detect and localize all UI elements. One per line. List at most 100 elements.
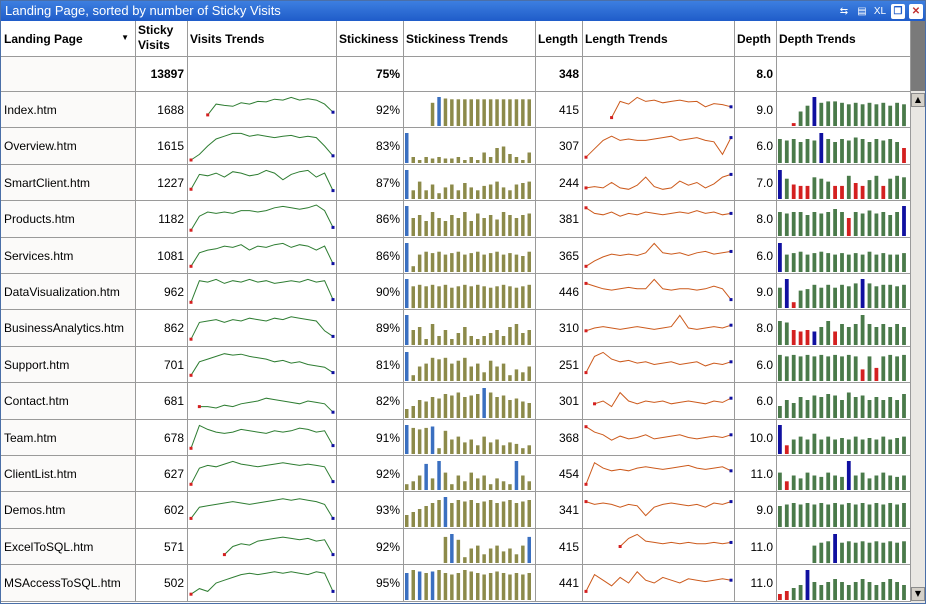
sparkline-series <box>585 461 732 485</box>
sparkbar <box>867 356 872 381</box>
sparkbar <box>826 181 831 199</box>
sparkline-start-point <box>618 545 622 548</box>
sparkbar <box>508 548 512 563</box>
sparkline-series <box>585 207 732 217</box>
scroll-up-button[interactable]: ▲ <box>911 93 925 107</box>
visits-sparkline <box>189 460 335 486</box>
sparkbar <box>417 327 422 345</box>
landing-page-cell[interactable]: Support.htm <box>1 347 136 383</box>
sparkline-end-point <box>331 298 335 302</box>
sparkbar <box>514 369 519 381</box>
sparkbar <box>840 582 844 600</box>
landing-page-cell[interactable]: Contact.htm <box>1 383 136 420</box>
sparkbar <box>508 286 512 309</box>
sparkbar <box>881 284 886 308</box>
sparkbar <box>840 185 844 199</box>
sparkbar <box>867 102 872 126</box>
sparkbar <box>476 251 480 272</box>
sparkbar <box>456 99 461 126</box>
sparkbar <box>902 327 906 345</box>
sparkbar <box>895 542 899 563</box>
header-scroll-thumb[interactable] <box>911 21 925 91</box>
sparkbar <box>805 472 810 490</box>
sparkbar <box>527 330 531 345</box>
landing-page-cell[interactable]: BusinessAnalytics.htm <box>1 310 136 347</box>
scroll-down-button[interactable]: ▼ <box>911 587 925 601</box>
length-value: 381 <box>558 212 579 226</box>
column-header-stickiness[interactable]: Stickiness <box>337 21 404 57</box>
stickiness-trend-cell <box>404 165 536 201</box>
sparkbar <box>527 152 531 163</box>
column-header-length[interactable]: Length <box>536 21 583 57</box>
landing-page-name: BusinessAnalytics.htm <box>4 321 125 335</box>
sparkbar <box>867 582 872 600</box>
length-trend-cell <box>583 492 735 529</box>
landing-page-cell[interactable]: Services.htm <box>1 238 136 274</box>
column-header-sticky-visits[interactable]: Sticky Visits <box>136 21 188 57</box>
sparkbar <box>501 551 506 563</box>
sparkbar <box>463 397 467 418</box>
landing-page-cell[interactable]: Index.htm <box>1 92 136 128</box>
sparkline-start-point <box>584 281 588 285</box>
restore-button[interactable]: ❐ <box>891 3 905 19</box>
close-button[interactable]: ✕ <box>909 3 923 19</box>
sparkbar <box>778 594 782 600</box>
sticky-visits-cell: 1081 <box>136 238 188 274</box>
landing-page-cell[interactable]: ClientList.htm <box>1 456 136 492</box>
column-header-landing-page[interactable]: Landing Page ▼ <box>1 21 136 57</box>
sparkbar <box>881 102 886 126</box>
sparkbar <box>514 443 519 454</box>
sparkline-end-point <box>729 249 733 253</box>
sparkline-series <box>224 536 334 555</box>
sparkbar <box>508 253 512 272</box>
column-header-stickiness-trends[interactable]: Stickiness Trends <box>404 21 536 57</box>
sparkbar <box>527 181 531 199</box>
pivot-icon[interactable]: ⇆ <box>839 5 849 17</box>
column-header-visits-trends[interactable]: Visits Trends <box>188 21 337 57</box>
column-header-depth-trends[interactable]: Depth Trends <box>777 21 911 57</box>
sparkbar <box>819 503 824 527</box>
sparkbar <box>424 427 428 454</box>
excel-export-button[interactable]: XL <box>873 5 887 17</box>
depth-value: 11.0 <box>750 467 773 481</box>
landing-page-cell[interactable]: Demos.htm <box>1 492 136 529</box>
landing-page-cell[interactable]: Team.htm <box>1 420 136 456</box>
sparkbar <box>881 542 886 563</box>
sparkbar <box>476 339 480 345</box>
vertical-scrollbar[interactable]: ▲ ▼ <box>911 21 925 603</box>
sparkbar <box>443 357 448 381</box>
stickiness-cell: 82% <box>337 383 404 420</box>
sparkbar <box>514 99 519 126</box>
landing-page-cell[interactable]: MSAccessToSQL.htm <box>1 565 136 602</box>
length-trend-cell <box>583 128 735 165</box>
sparkbar <box>840 139 844 163</box>
landing-page-cell[interactable]: ExcelToSQL.htm <box>1 529 136 565</box>
column-header-length-trends[interactable]: Length Trends <box>583 21 735 57</box>
sparkline-start-point <box>189 228 193 232</box>
depth-sparkbars <box>778 170 906 200</box>
depth-sparkbars <box>778 461 906 490</box>
depth-cell: 9.0 <box>735 274 777 310</box>
depth-value: 9.0 <box>756 103 773 117</box>
sparkbar <box>888 139 893 163</box>
sparkbar <box>437 286 441 309</box>
landing-page-cell[interactable]: DataVisualization.htm <box>1 274 136 310</box>
sort-dropdown-icon[interactable]: ▼ <box>121 33 129 42</box>
length-cell: 301 <box>536 383 583 420</box>
sparkbar <box>874 541 879 564</box>
landing-page-cell[interactable]: Overview.htm <box>1 128 136 165</box>
sparkbar <box>463 442 467 454</box>
depth-cell: 8.0 <box>735 201 777 238</box>
landing-page-cell[interactable]: Products.htm <box>1 201 136 238</box>
depth-trend-cell <box>777 383 911 420</box>
sparkbar <box>488 360 493 381</box>
landing-page-cell[interactable]: SmartClient.htm <box>1 165 136 201</box>
print-icon[interactable]: ▤ <box>857 5 867 17</box>
sparkbar <box>895 102 899 126</box>
sparkline-start-point <box>189 158 193 162</box>
sparkbar <box>508 400 512 418</box>
length-trend-cell <box>583 456 735 492</box>
sparkbar <box>430 158 435 163</box>
sticky-visits-cell: 1615 <box>136 128 188 165</box>
column-header-depth[interactable]: Depth <box>735 21 777 57</box>
